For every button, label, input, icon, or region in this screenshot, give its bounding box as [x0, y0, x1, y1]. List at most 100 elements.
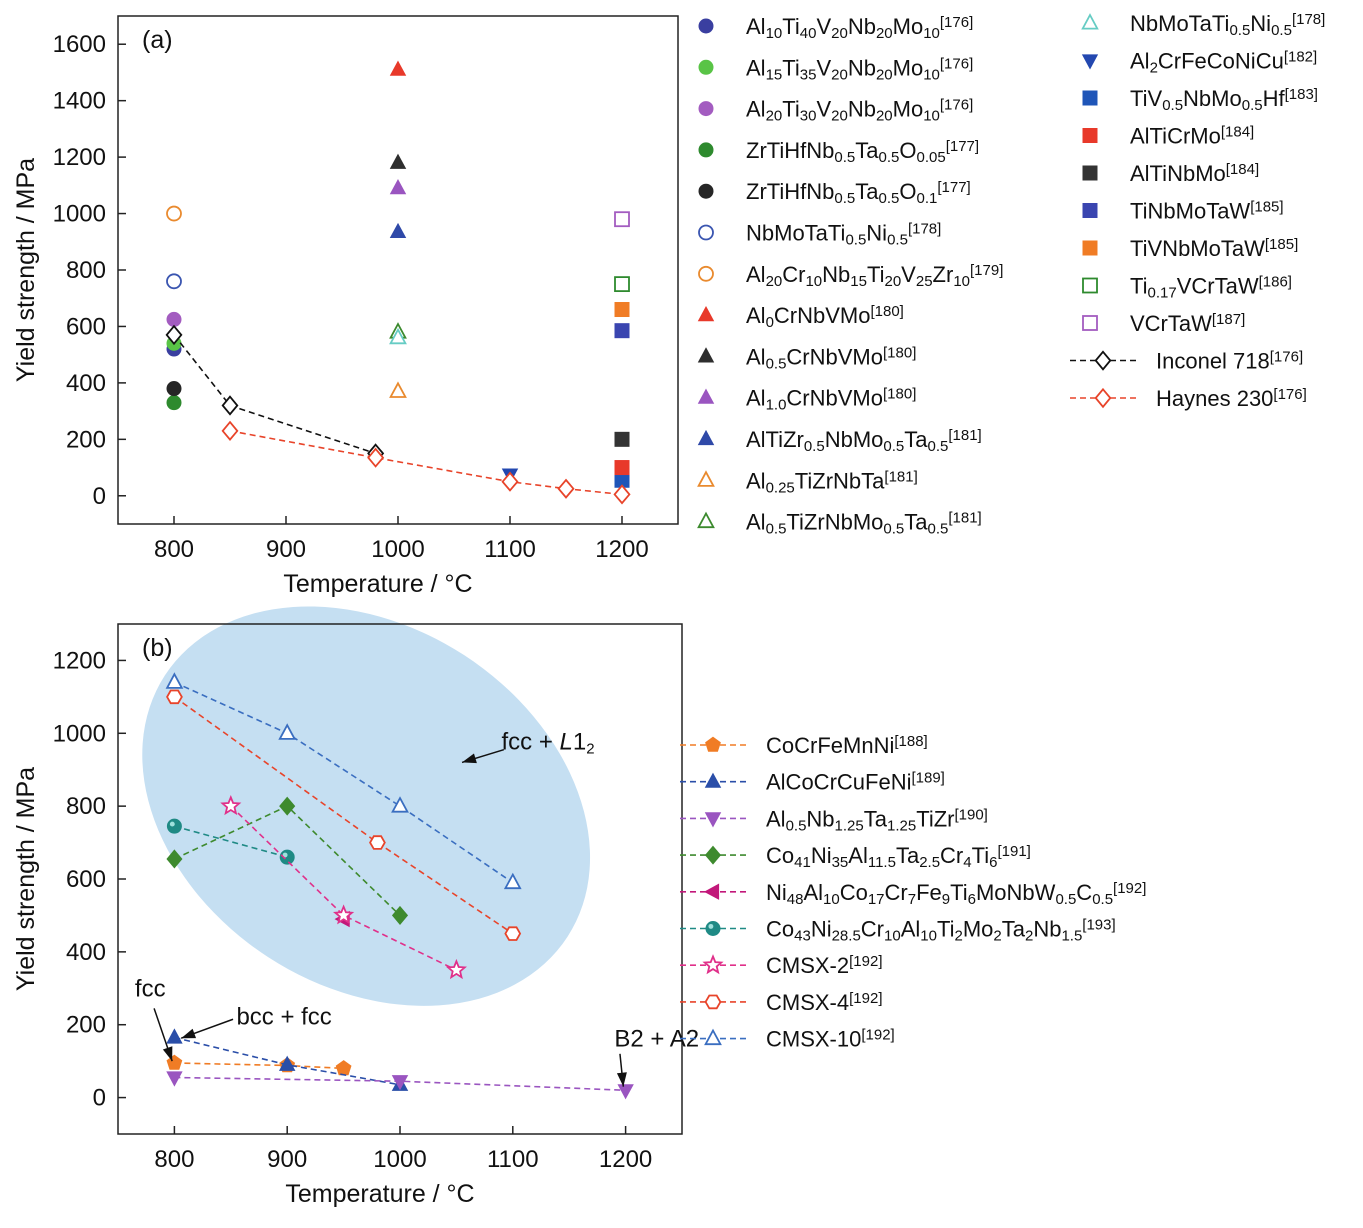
data-point-highlight [282, 852, 288, 858]
legend-item: Al0.5CrNbVMo[180] [697, 344, 916, 373]
legend-item: TiVNbMoTaW[185] [1082, 236, 1298, 261]
legend-label: AlTiZr0.5NbMo0.5Ta0.5[181] [746, 427, 982, 455]
legend-marker [702, 954, 724, 975]
legend-marker [697, 347, 715, 363]
annotation-arrow-head [162, 1046, 173, 1062]
legend-marker [697, 305, 715, 322]
series-t7 [220, 795, 467, 980]
chart-panel-b: 800 900 1000 1100 1200 0 200 400 600 800 1000 1200 T… [12, 606, 1146, 1208]
data-point [617, 1084, 634, 1100]
data-point [166, 1028, 183, 1044]
series-line [173, 334, 376, 455]
legend-item: NbMoTaTi0.5Ni0.5[178] [698, 221, 941, 249]
legend-marker [698, 18, 714, 34]
legend-label: NbMoTaTi0.5Ni0.5[178] [1130, 11, 1325, 39]
legend-label: Al0CrNbVMo[180] [746, 303, 904, 331]
series-line [174, 1062, 344, 1070]
data-point [391, 796, 409, 813]
legend-item: Al15Ti35V20Nb20Mo10[176] [698, 55, 973, 83]
data-point [389, 179, 407, 195]
legend-item: TiNbMoTaW[185] [1082, 199, 1284, 224]
legend-label: Ti0.17VCrTaW[186] [1130, 274, 1292, 302]
series-line [174, 681, 514, 884]
legend-label: Al20Ti30V20Nb20Mo10[176] [746, 97, 973, 125]
annotation-arrow-head [462, 753, 477, 764]
legend-item: CoCrFeMnNi[188] [680, 733, 928, 758]
y-tick-label: 1600 [53, 31, 106, 58]
legend-label: Al0.5TiZrNbMo0.5Ta0.5[181] [746, 510, 982, 538]
data-point [613, 484, 631, 505]
legend-marker [705, 921, 721, 936]
data-point [389, 153, 407, 169]
y-tick-label: 200 [66, 1012, 106, 1039]
data-point [279, 849, 295, 865]
data-point [278, 1055, 296, 1071]
data-point [391, 905, 409, 925]
legend-item: Co41Ni35Al11.5Ta2.5Cr4Ti6[191] [680, 843, 1031, 871]
chart-panel-a: 800 900 1000 1100 1200 0 200 400 600 800 1000 1200 1… [12, 11, 1325, 598]
legend-marker [697, 470, 715, 487]
legend-label: Ni48Al10Co17Cr7Fe9Ti6MoNbW0.5C0.5[192] [766, 880, 1146, 908]
x-tick-label: 1200 [599, 1146, 652, 1173]
data-point [614, 460, 630, 476]
data-point [166, 689, 183, 705]
legend-label: AlCoCrCuFeNi[189] [766, 770, 945, 795]
y-tick-label: 400 [66, 370, 106, 397]
series-s24 [221, 420, 631, 505]
data-point [614, 276, 630, 293]
legend-item: NbMoTaTi0.5Ni0.5[178] [1081, 11, 1325, 39]
series-line [174, 1036, 401, 1086]
series-s11 [389, 222, 407, 238]
series-s10 [389, 179, 407, 195]
legend-item: Al20Ti30V20Nb20Mo10[176] [698, 97, 973, 125]
series-t8 [166, 689, 522, 941]
annotation-fccL12: fcc + L12 [461, 729, 595, 764]
data-point [614, 431, 630, 447]
legend-item: CMSX-4[192] [680, 990, 883, 1015]
legend-marker [1094, 387, 1112, 409]
data-point [333, 904, 355, 925]
x-axis-label: Temperature / °C [283, 570, 472, 598]
legend-marker [697, 429, 715, 446]
legend-label: Haynes 230[176] [1156, 386, 1307, 411]
legend-marker [698, 142, 714, 158]
x-tick-label: 1200 [595, 536, 648, 563]
legend-item: Al0.5Nb1.25Ta1.25TiZr[190] [680, 806, 988, 835]
panel-label: (b) [142, 634, 173, 662]
legend-label: AlTiNbMo[184] [1130, 161, 1259, 186]
legend-marker [1082, 240, 1098, 256]
legend-item: Al20Cr10Nb15Ti20V25Zr10[179] [698, 262, 1003, 290]
series-line [173, 696, 514, 935]
legend-marker [698, 265, 714, 282]
data-point [389, 60, 407, 76]
annotation-text: fcc [135, 975, 166, 1002]
legend-label: Al20Cr10Nb15Ti20V25Zr10[179] [746, 262, 1003, 290]
series-s12 [389, 381, 407, 398]
legend-item: Inconel 718[176] [1070, 349, 1303, 374]
legend-item: AlTiCrMo[184] [1082, 124, 1254, 149]
data-point [369, 835, 386, 850]
data-point [166, 205, 182, 222]
legend-marker [1082, 315, 1098, 331]
phase-region [142, 606, 591, 1006]
legend-item: Haynes 230[176] [1070, 386, 1307, 411]
legend-marker [704, 994, 722, 1010]
data-point [504, 926, 522, 941]
legend-label: Al1.0CrNbVMo[180] [746, 386, 916, 414]
legend-item: Co43Ni28.5Cr10Al10Ti2Mo2Ta2Nb1.5[193] [680, 917, 1116, 945]
annotation-fcc: fcc [135, 975, 173, 1062]
legend-marker [705, 736, 721, 752]
series-s20 [614, 302, 630, 318]
legend-label: AlTiCrMo[184] [1130, 124, 1254, 149]
annotation-arrow-head [181, 1028, 197, 1039]
legend-marker [1082, 128, 1098, 143]
legend-marker [698, 183, 714, 199]
data-point [335, 1060, 352, 1076]
panel-label: (a) [142, 26, 173, 54]
legend-label: Al15Ti35V20Nb20Mo10[176] [746, 55, 973, 83]
x-tick-label: 900 [266, 536, 306, 563]
legend-a-1: Al10Ti40V20Nb20Mo10[176] Al15Ti35V20Nb20M… [697, 14, 1003, 538]
data-point [278, 723, 297, 740]
y-tick-label: 1000 [53, 720, 106, 747]
